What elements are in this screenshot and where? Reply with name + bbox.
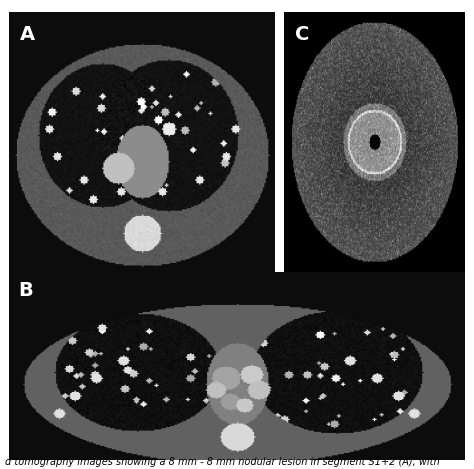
Text: B: B bbox=[18, 281, 33, 301]
Text: d tomography images showing a 8 mm - 8 mm nodular lesion in segment S1+2 (A), wi: d tomography images showing a 8 mm - 8 m… bbox=[5, 457, 439, 467]
Text: C: C bbox=[295, 25, 310, 44]
Text: A: A bbox=[20, 25, 35, 44]
